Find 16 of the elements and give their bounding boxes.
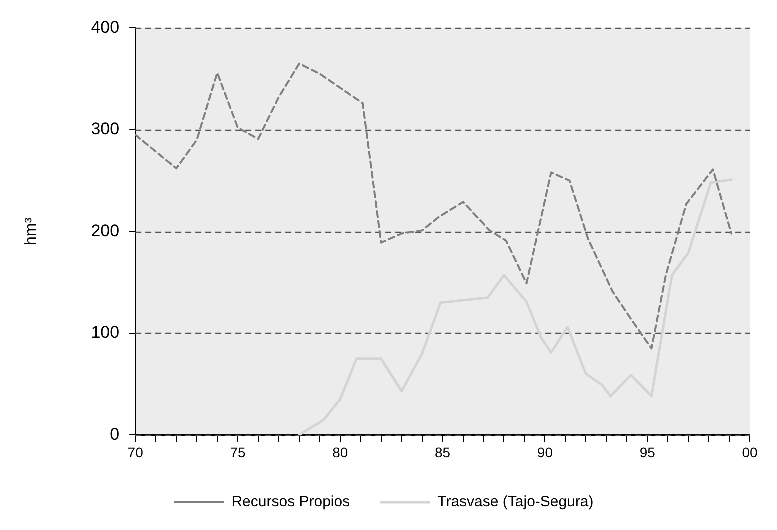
y-tick-label: 300	[91, 120, 120, 139]
x-tick-label: 85	[434, 444, 451, 460]
x-tick-label: 70	[128, 444, 144, 460]
x-tick-label: 95	[640, 444, 656, 460]
y-tick-label: 100	[91, 323, 120, 342]
y-tick-label: 400	[91, 18, 120, 37]
legend-label: Recursos Propios	[232, 494, 350, 511]
x-tick-label: 80	[332, 444, 348, 460]
legend-label: Trasvase (Tajo-Segura)	[438, 494, 594, 511]
y-tick-label: 0	[110, 424, 120, 444]
x-tick-label: 00	[742, 444, 758, 460]
x-tick-label: 90	[537, 444, 554, 460]
y-axis-title: hm³	[23, 217, 40, 246]
y-tick-label: 200	[91, 221, 120, 240]
line-series	[136, 62, 733, 350]
x-tick-label: 75	[230, 444, 246, 460]
